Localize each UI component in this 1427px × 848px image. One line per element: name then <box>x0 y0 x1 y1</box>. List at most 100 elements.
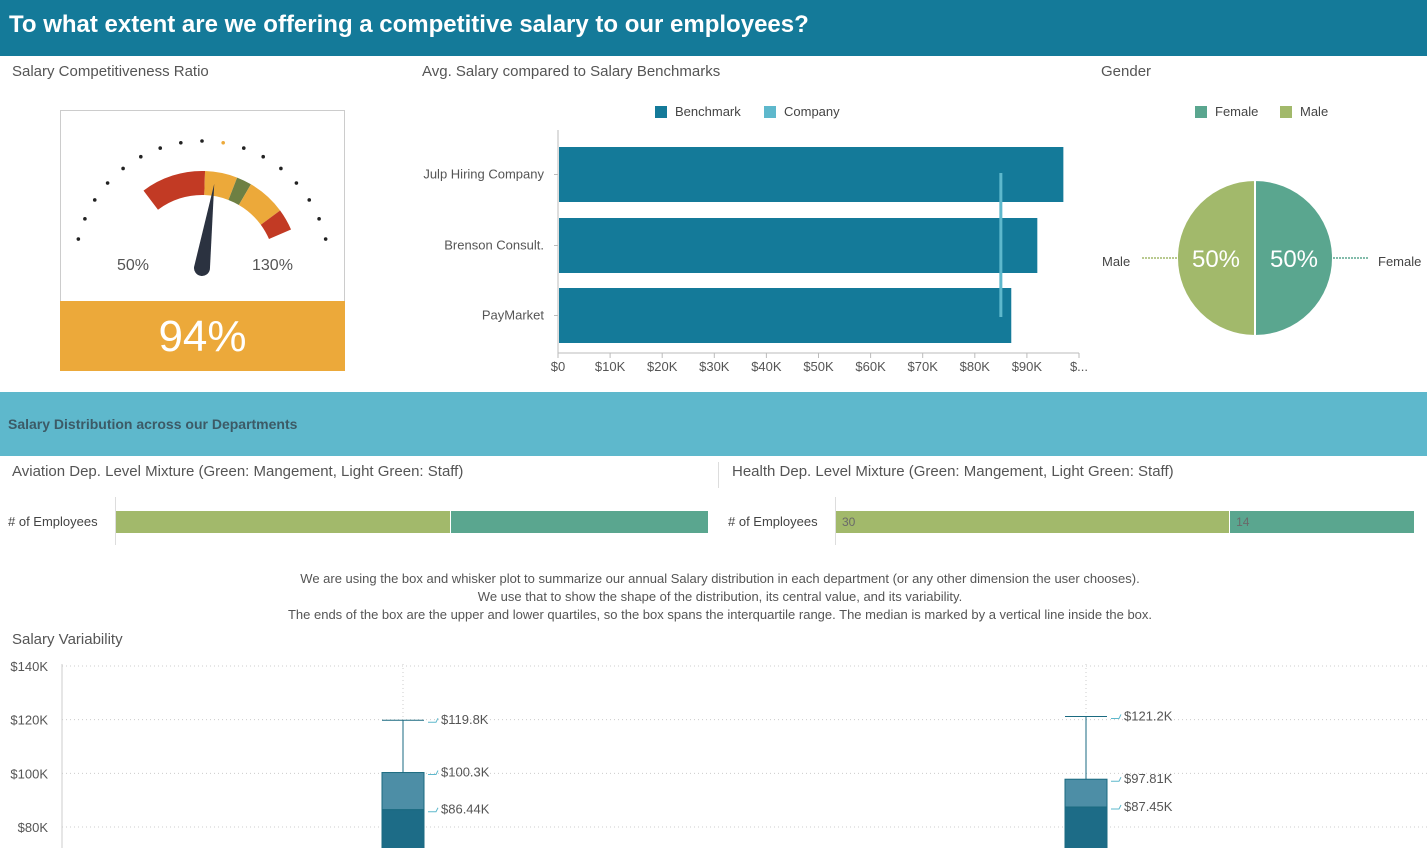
gauge-band-4 <box>260 210 292 240</box>
box-label-connector <box>428 770 439 776</box>
section-title: Salary Distribution across our Departmen… <box>8 416 298 432</box>
box-whisker-label-1: $121.2K <box>1124 708 1173 723</box>
aviation-segment-staff[interactable] <box>116 511 451 533</box>
health-segment-staff[interactable]: 30 <box>836 511 1230 533</box>
box-y-tick-label: $120K <box>10 713 48 728</box>
box-q3-label-0: $100.3K <box>441 765 490 780</box>
box-y-tick-label: $80K <box>18 820 49 835</box>
pie-label-female: 50% <box>1270 246 1318 273</box>
gauge-value-band <box>60 301 345 371</box>
legend-benchmark[interactable]: Benchmark <box>655 104 741 119</box>
legend-female[interactable]: Female <box>1195 104 1258 119</box>
legend-company-label: Company <box>784 104 840 119</box>
bench-x-tick-label: $0 <box>551 359 565 374</box>
gauge-tick-dot <box>241 146 246 150</box>
health-segment-label: 14 <box>1236 515 1250 529</box>
bench-x-tick-label: $20K <box>647 359 678 374</box>
gauge-tick-dot <box>179 140 183 145</box>
gauge-tick-dot <box>158 146 163 150</box>
box-q3-label-1: $97.81K <box>1124 771 1173 786</box>
gauge-band-2 <box>228 177 251 205</box>
box-whisker-label-0: $119.8K <box>441 712 489 727</box>
gauge-tick-dot <box>200 139 204 143</box>
box-lower-1 <box>1064 806 1108 848</box>
bench-x-tick-label: $80K <box>960 359 991 374</box>
header-bar <box>0 0 1427 56</box>
aviation-axis <box>115 497 116 545</box>
section-band <box>0 392 1427 456</box>
bench-category-label: Julp Hiring Company <box>423 167 544 182</box>
box-lower-0 <box>381 809 425 848</box>
pie-label-male: 50% <box>1192 246 1240 273</box>
box-plot-description: We are using the box and whisker plot to… <box>0 570 1427 624</box>
legend-male[interactable]: Male <box>1280 104 1328 119</box>
legend-female-label: Female <box>1215 104 1259 119</box>
pie-callout-male: Male <box>1102 254 1131 269</box>
gauge-tick-dot <box>92 198 97 202</box>
benchmark-bar-chart: Julp Hiring Company Brenson Consult. PayMa… <box>423 130 1088 374</box>
bench-x-tick-label: $60K <box>855 359 886 374</box>
pie-callout-female: Female <box>1378 254 1422 269</box>
panel-divider <box>718 462 719 488</box>
legend-company[interactable]: Company <box>764 104 840 119</box>
description-line-1: We are using the box and whisker plot to… <box>300 571 1140 586</box>
box-label-connector <box>1111 714 1122 719</box>
gauge-tick-dot <box>323 237 328 241</box>
gauge-tick-dot <box>83 217 87 221</box>
description-line-3: The ends of the box are the upper and lo… <box>287 607 1153 622</box>
gauge-tick-dot <box>294 181 299 185</box>
bench-x-tick-label: $30K <box>699 359 730 374</box>
legend-benchmark-swatch <box>655 105 667 118</box>
gauge-tick-dot <box>139 154 143 159</box>
bench-x-tick-label: $70K <box>908 359 939 374</box>
legend-male-swatch <box>1280 105 1292 118</box>
gauge-frame <box>60 110 345 371</box>
box-y-tick-label: $100K <box>10 766 48 781</box>
gauge-tick-dot <box>279 166 283 171</box>
gender-title: Gender <box>1101 63 1152 80</box>
aviation-title: Aviation Dep. Level Mixture (Green: Mang… <box>12 463 464 480</box>
health-row-label: # of Employees <box>728 514 818 529</box>
gauge-needle-icon <box>194 183 215 276</box>
description-line-2: We use that to show the shape of the dis… <box>477 589 963 604</box>
gauge-title: Salary Competitiveness Ratio <box>12 63 209 80</box>
box-y-tick-label: $140K <box>10 659 48 674</box>
legend-benchmark-label: Benchmark <box>675 104 741 119</box>
variability-title: Salary Variability <box>12 631 123 648</box>
box-upper-1 <box>1064 778 1108 808</box>
bench-x-tick-label: $90K <box>1012 359 1043 374</box>
gauge-tick-dot <box>261 154 265 159</box>
aviation-row-label: # of Employees <box>8 514 98 529</box>
health-title: Health Dep. Level Mixture (Green: Mangem… <box>732 463 1174 480</box>
box-label-connector <box>1111 776 1122 782</box>
box-median-label-0: $86.44K <box>441 802 490 817</box>
gauge-min-label: 50% <box>117 257 150 274</box>
bar-benchmark-0 <box>559 147 1064 202</box>
gauge-tick-dot <box>221 140 225 145</box>
bench-category-label: PayMarket <box>482 308 545 323</box>
gauge-tick-dot <box>307 198 312 202</box>
box-label-connector <box>428 807 439 813</box>
salary-box-plot: $140K $120K $100K $80K $119.8K $100.3K $86.44K… <box>10 659 1427 848</box>
box-upper-0 <box>381 772 425 811</box>
legend-female-swatch <box>1195 105 1207 118</box>
gauge-chart <box>76 139 328 276</box>
box-label-connector <box>428 717 439 723</box>
bench-x-tick-label: $40K <box>751 359 782 374</box>
aviation-stacked-bar <box>116 511 708 533</box>
box-median-label-1: $87.45K <box>1124 799 1173 814</box>
health-segment-label: 30 <box>842 515 856 529</box>
gauge-band-3 <box>238 184 281 225</box>
legend-male-label: Male <box>1300 104 1329 119</box>
gauge-band-0 <box>143 171 206 210</box>
gauge-tick-dot <box>317 217 321 221</box>
benchmark-chart-title: Avg. Salary compared to Salary Benchmark… <box>422 63 721 80</box>
bench-x-tick-label: $... <box>1070 359 1088 374</box>
bench-x-tick-label: $10K <box>595 359 626 374</box>
health-stacked-bar: 30 14 <box>836 511 1414 533</box>
page-title: To what extent are we offering a competi… <box>9 11 809 38</box>
gauge-max-label: 130% <box>252 257 293 274</box>
gender-pie-chart: 50% 50% <box>1142 178 1368 338</box>
aviation-segment-management[interactable] <box>451 511 708 533</box>
health-segment-management[interactable]: 14 <box>1230 511 1414 533</box>
